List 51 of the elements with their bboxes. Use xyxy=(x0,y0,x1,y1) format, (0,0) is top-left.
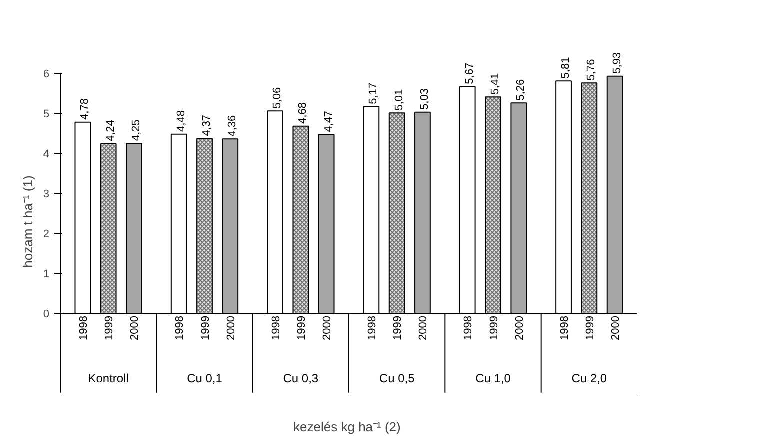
text: 1999 xyxy=(296,316,308,341)
data-label: 4,37 xyxy=(201,114,214,136)
text: 1998 xyxy=(462,316,475,341)
y-tick-label: 2 xyxy=(43,228,50,241)
x-tick-label: Cu 2,0 xyxy=(572,371,608,386)
data-label: 4,25 xyxy=(130,120,143,142)
text: 1998 xyxy=(174,316,186,341)
x-tick-label: Kontroll xyxy=(88,371,129,386)
data-label: 5,03 xyxy=(419,88,432,110)
y-tick-label: 3 xyxy=(43,188,50,201)
y-tick-label: 4 xyxy=(43,148,50,161)
data-label: 4,24 xyxy=(104,120,117,142)
text: 1999 xyxy=(200,316,212,341)
x-tick-label: Cu 0,3 xyxy=(283,371,319,386)
x-tick-label: Cu 0,1 xyxy=(187,371,223,386)
data-label: 5,67 xyxy=(464,62,476,84)
data-label: 5,76 xyxy=(586,59,598,81)
data-label: 5,06 xyxy=(272,87,284,109)
data-label: 4,47 xyxy=(322,110,335,132)
data-label: 5,93 xyxy=(611,52,624,74)
y-tick-label: 6 xyxy=(43,68,50,81)
text: 1998 xyxy=(270,316,282,341)
y-tick-label: 0 xyxy=(43,308,50,321)
text: 2000 xyxy=(225,316,238,341)
y-axis-title: hozam t ha⁻¹ (1) xyxy=(20,176,36,268)
text: 1999 xyxy=(584,316,596,341)
data-label: 4,78 xyxy=(79,98,92,120)
data-label: 5,41 xyxy=(490,73,502,95)
data-label: 5,26 xyxy=(515,79,528,101)
x-tick-label: Cu 1,0 xyxy=(476,371,512,386)
text: 1998 xyxy=(78,316,90,341)
text: 1998 xyxy=(366,316,378,341)
text: 2000 xyxy=(514,316,526,341)
text: 2000 xyxy=(322,316,334,341)
text: 1998 xyxy=(558,316,571,341)
text: 1999 xyxy=(392,316,404,341)
data-label: 4,48 xyxy=(175,110,188,132)
data-label: 5,17 xyxy=(368,82,380,104)
data-label: 5,01 xyxy=(393,89,406,111)
x-tick-label: Cu 0,5 xyxy=(379,371,416,386)
text: 2000 xyxy=(610,316,622,341)
text: 2000 xyxy=(129,316,142,341)
text: 2000 xyxy=(418,316,430,341)
x-axis-title: kezelés kg ha⁻¹ (2) xyxy=(294,420,401,434)
data-label: 4,36 xyxy=(226,115,239,137)
text: 1999 xyxy=(488,316,500,341)
y-tick-label: 5 xyxy=(43,108,50,121)
y-tick-label: 1 xyxy=(43,268,50,281)
data-label: 5,81 xyxy=(560,57,572,79)
text: 1999 xyxy=(104,316,116,341)
data-label: 4,68 xyxy=(297,102,310,124)
